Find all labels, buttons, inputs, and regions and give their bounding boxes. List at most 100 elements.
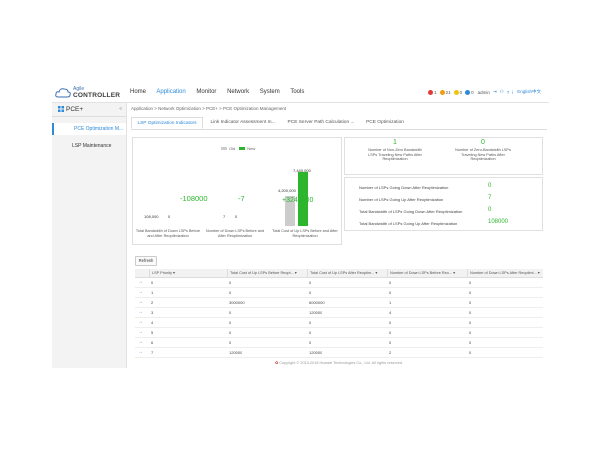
minor-alarm-icon[interactable] xyxy=(453,89,459,95)
critical-alarm-icon[interactable] xyxy=(428,89,434,95)
chart-panel: Old New -108000 108,000 0 Total Bandwidt… xyxy=(132,137,342,245)
table-cell: 0 xyxy=(469,280,472,285)
sidebar-title: PCE+ xyxy=(66,106,84,113)
table-cell: 0 xyxy=(469,350,472,355)
table-row[interactable]: → 3 0 120000 4 0 xyxy=(135,308,543,318)
expand-arrow-icon[interactable]: → xyxy=(138,319,143,325)
header-lsp-priority[interactable]: LSP Priority ▾ xyxy=(149,269,227,277)
sidebar-item-pce-optimization[interactable]: PCE Optimization M... xyxy=(52,123,126,135)
warning-alarm-icon[interactable] xyxy=(465,89,471,95)
table-row[interactable]: → 2 3000000 6000000 1 0 xyxy=(135,298,543,308)
admin-user[interactable]: admin xyxy=(477,89,490,95)
expand-arrow-icon[interactable]: → xyxy=(138,349,143,355)
table-cell: 0 xyxy=(469,330,472,335)
table-cell: 120000 xyxy=(309,350,323,355)
menu-system[interactable]: System xyxy=(259,89,280,95)
critical-alarm-count: 1 xyxy=(434,89,437,95)
menu-tools[interactable]: Tools xyxy=(290,89,305,95)
caption-up-cost: Total Cost of Up LSPs Before and After R… xyxy=(272,229,338,238)
table-cell: 120000 xyxy=(229,350,243,355)
table-cell: 120000 xyxy=(309,310,323,315)
people-icon[interactable]: ⚇ xyxy=(499,89,504,94)
header-cost-after[interactable]: Total Cost of Up LSPs After Reoptim... ▾ xyxy=(307,269,387,277)
major-alarm-count: 21 xyxy=(445,89,451,95)
stat-lsps-up-value: 7 xyxy=(488,195,492,201)
table-cell: 2 xyxy=(151,300,154,305)
language-switch[interactable]: English中文 xyxy=(517,89,541,94)
collapse-icon[interactable]: « xyxy=(119,106,122,112)
help-icon[interactable]: ? xyxy=(506,89,510,95)
expand-arrow-icon[interactable]: → xyxy=(138,309,143,315)
tab-pce-optimization[interactable]: PCE Optimization xyxy=(366,120,404,125)
header-down-after[interactable]: Number of Down LSPs After Reoptimi... ▾ xyxy=(467,269,543,277)
table-cell: 5 xyxy=(151,330,154,335)
kpi-zero-bandwidth-value: 0 xyxy=(481,139,485,146)
table-panel: Refresh LSP Priority ▾ Total Cost of Up … xyxy=(132,253,546,358)
table-row[interactable]: → 6 0 0 0 0 xyxy=(135,338,543,348)
kpi-nonzero-bandwidth-label: Number of Non-Zero Bandwidth LSPs Travel… xyxy=(368,148,422,162)
table-cell: 0 xyxy=(469,340,472,345)
menu-monitor[interactable]: Monitor xyxy=(196,89,217,95)
major-alarm-icon[interactable] xyxy=(439,89,445,95)
header-down-before[interactable]: Number of Down LSPs Before Reo... ▾ xyxy=(387,269,467,277)
stat-bw-up-value: 108000 xyxy=(488,219,509,225)
table-row[interactable]: → 5 0 0 0 0 xyxy=(135,328,543,338)
brand-logo[interactable]: Agile CONTROLLER xyxy=(53,86,123,101)
table-cell: 0 xyxy=(229,310,232,315)
info-icon[interactable]: i xyxy=(512,89,514,95)
menu-network[interactable]: Network xyxy=(227,89,250,95)
expand-arrow-icon[interactable]: → xyxy=(138,329,143,335)
header-cost-before[interactable]: Total Cost of Up LSPs Before Reopt... ▾ xyxy=(227,269,307,277)
table-cell: 0 xyxy=(309,340,312,345)
cloud-logo-icon xyxy=(55,88,71,98)
table-cell: 6000000 xyxy=(309,300,325,305)
table-cell: 4 xyxy=(151,320,154,325)
stat-lsps-down-value: 0 xyxy=(488,183,492,189)
sidebar: PCE+ « PCE Optimization M... LSP Mainten… xyxy=(52,103,127,368)
legend-old: Old xyxy=(229,146,236,151)
menu-home[interactable]: Home xyxy=(130,89,147,95)
expand-arrow-icon[interactable]: → xyxy=(138,289,143,295)
sidebar-item-lsp-maintenance[interactable]: LSP Maintenance xyxy=(72,143,112,149)
table-cell: 0 xyxy=(151,280,154,285)
kpi-zero-bandwidth-label: Number of Zero-Bandwidth LSPs Traveling … xyxy=(455,148,511,162)
stat-bw-down-value: 0 xyxy=(488,207,492,213)
expand-arrow-icon[interactable]: → xyxy=(138,299,143,305)
tab-pce-server-path-calculation[interactable]: PCE Server Path Calculation ... xyxy=(287,120,355,125)
footer: ✿ Copyright © 2013-2018 Huawei Technolog… xyxy=(129,360,549,365)
legend-old-swatch xyxy=(221,147,227,150)
refresh-button[interactable]: Refresh xyxy=(135,256,157,266)
table-row[interactable]: → 1 0 0 0 0 xyxy=(135,288,543,298)
brand-bottom: CONTROLLER xyxy=(73,92,121,99)
main-content: Application > Network Optimization > PCE… xyxy=(129,103,549,368)
stat-bw-down-label: Total Bandwidth of LSPs Going Down After… xyxy=(359,209,463,214)
table-cell: 2 xyxy=(389,350,392,355)
app-window: Agile CONTROLLER Home Application Monito… xyxy=(52,84,549,368)
new-label-down-bandwidth: 0 xyxy=(168,214,171,219)
table-cell: 1 xyxy=(389,300,392,305)
expand-arrow-icon[interactable]: → xyxy=(138,279,143,285)
new-label-down-count: 0 xyxy=(235,214,238,219)
table-cell: 3 xyxy=(151,310,154,315)
table-row[interactable]: → 7 120000 120000 2 0 xyxy=(135,348,543,358)
table-row[interactable]: → 4 0 0 0 0 xyxy=(135,318,543,328)
copyright-text: Copyright © 2013-2018 Huawei Technologie… xyxy=(279,361,404,365)
table-cell: 4 xyxy=(389,310,392,315)
logout-icon[interactable]: ⇥ xyxy=(492,89,497,94)
table-cell: 3000000 xyxy=(229,300,245,305)
main-menu: Home Application Monitor Network System … xyxy=(130,89,313,95)
tab-link-indicator-assessment[interactable]: Link Indicator Assessment In... xyxy=(210,120,276,125)
table-cell: 0 xyxy=(229,330,232,335)
bar-new-up-cost xyxy=(298,172,308,226)
kpi-nonzero-bandwidth-value: 1 xyxy=(393,139,397,146)
chart-legend: Old New xyxy=(217,146,255,151)
diff-up-cost: +3240000 xyxy=(282,197,314,204)
expand-arrow-icon[interactable]: → xyxy=(138,339,143,345)
diff-down-bandwidth: -108000 xyxy=(180,194,208,203)
menu-application[interactable]: Application xyxy=(156,89,186,95)
table-row[interactable]: → 0 0 0 0 0 xyxy=(135,278,543,288)
table-cell: 0 xyxy=(389,290,392,295)
tab-lsp-optimization-indicators[interactable]: LSP Optimization Indicators xyxy=(131,117,203,129)
minor-alarm-count: 0 xyxy=(459,89,463,95)
table-cell: 0 xyxy=(389,340,392,345)
